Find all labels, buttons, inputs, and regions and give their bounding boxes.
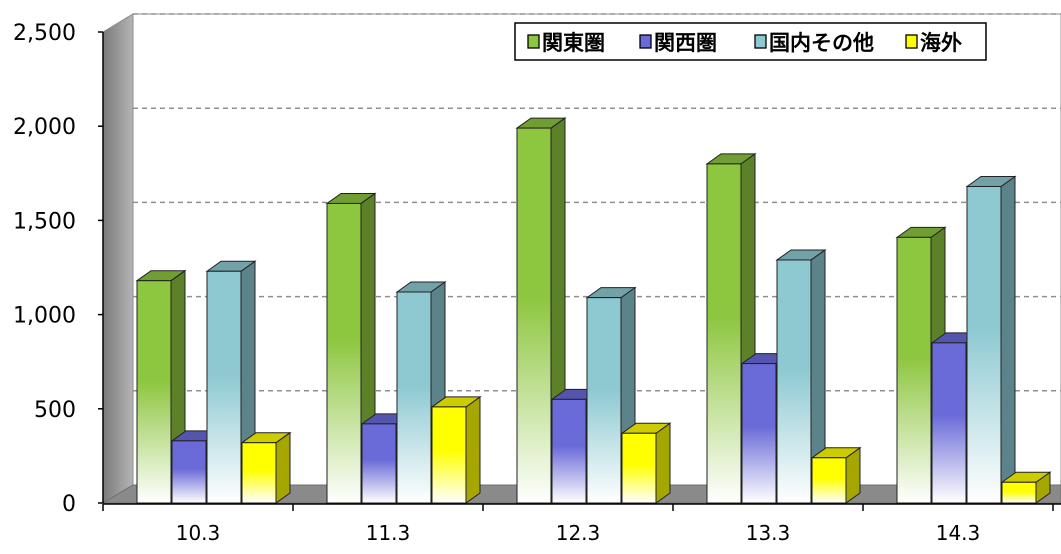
bar-front — [896, 236, 932, 504]
bar — [965, 175, 1017, 504]
bar-front — [551, 398, 587, 504]
legend-label: 関西圏 — [654, 31, 717, 55]
bar — [430, 395, 482, 504]
bar-front — [516, 127, 552, 504]
legend: 関東圏 関西圏 国内その他 海外 — [514, 22, 987, 61]
bar-front — [396, 291, 432, 504]
legend-swatch — [754, 34, 767, 49]
bar-side — [655, 422, 671, 504]
bar-front — [431, 406, 467, 504]
bar — [135, 269, 187, 504]
y-tick-label: 500 — [34, 398, 76, 423]
legend-label: 国内その他 — [769, 31, 874, 55]
bar — [1000, 471, 1052, 504]
y-tick-label: 0 — [62, 492, 76, 517]
bar-front — [966, 185, 1002, 504]
x-tick-label: 14.3 — [936, 521, 981, 545]
bar-front — [586, 297, 622, 504]
legend-label: 海外 — [920, 31, 962, 55]
bar-front — [741, 363, 777, 504]
bar-front — [1001, 481, 1037, 504]
bar-front — [206, 270, 242, 504]
side-wall — [102, 13, 134, 504]
bar — [620, 422, 672, 504]
bar — [705, 152, 757, 504]
bar-front — [776, 259, 812, 504]
y-tick-label: 2,000 — [13, 115, 76, 140]
bar-front — [931, 342, 967, 504]
legend-swatch — [527, 34, 540, 49]
y-tick-label: 1,000 — [13, 304, 76, 329]
legend-swatch — [905, 34, 918, 49]
bar-side — [1000, 175, 1016, 504]
bar-side — [275, 431, 291, 504]
bar-side — [465, 395, 481, 504]
y-axis: 0 500 1,000 1,500 2,000 2,500 — [13, 21, 104, 517]
x-tick-label: 10.3 — [176, 521, 221, 545]
legend-swatch — [639, 34, 652, 49]
y-tick-label: 2,500 — [13, 21, 76, 46]
bar-front — [171, 440, 207, 504]
bar-front — [136, 280, 172, 504]
bar — [240, 431, 292, 504]
bar-front — [326, 202, 362, 504]
bar-front — [811, 457, 847, 504]
bar — [775, 248, 827, 504]
y-tick-label: 1,500 — [13, 209, 76, 234]
bar — [810, 446, 862, 504]
bar — [205, 260, 257, 504]
x-tick-label: 13.3 — [746, 521, 791, 545]
bar-front — [621, 432, 657, 504]
bar-front — [361, 423, 397, 504]
bars — [135, 117, 1052, 504]
x-tick-label: 12.3 — [556, 521, 601, 545]
bar-front — [706, 163, 742, 504]
legend-label: 関東圏 — [542, 31, 605, 55]
bar-front — [241, 442, 277, 504]
x-axis: 10.3 11.3 12.3 13.3 14.3 — [102, 503, 1061, 545]
x-tick-label: 11.3 — [366, 521, 411, 545]
